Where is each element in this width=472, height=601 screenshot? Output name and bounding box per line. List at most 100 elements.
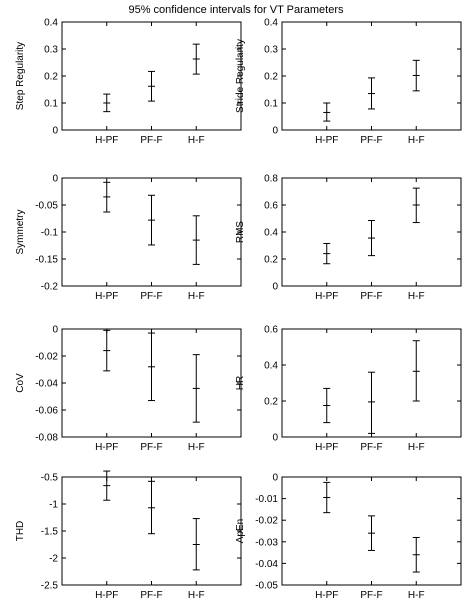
error-bar <box>323 242 331 265</box>
y-tick-label: -1.5 <box>41 527 59 538</box>
y-tick-label: 0 <box>52 325 58 336</box>
y-tick-label: -0.2 <box>41 282 59 293</box>
x-tick-label: PF-F <box>360 442 382 453</box>
subplot-8: -0.05 -0.04 -0.03 -0.02 -0.01 0 H-PF PF-F H-F ApE… <box>235 473 462 601</box>
y-tick-label: -0.06 <box>35 406 58 417</box>
plot-frame <box>281 21 462 131</box>
y-tick-label: -1 <box>49 500 58 511</box>
y-axis-label: THD <box>15 521 26 542</box>
error-bar <box>368 371 375 434</box>
x-tick-label: PF-F <box>140 291 162 302</box>
y-tick-label: 0.2 <box>264 397 278 408</box>
y-tick-label: 0 <box>272 282 278 293</box>
error-bar <box>103 329 111 372</box>
y-tick-label: 0.8 <box>264 174 278 185</box>
error-bar <box>192 518 200 571</box>
y-tick-label: 0.3 <box>264 45 278 56</box>
error-bar <box>368 515 375 551</box>
y-axis-label: CoV <box>15 373 26 393</box>
y-tick-label: 0.2 <box>264 72 278 83</box>
x-tick-label: H-F <box>188 135 205 146</box>
y-tick-label: 0.4 <box>44 18 58 29</box>
x-tick-label: H-PF <box>95 590 118 601</box>
y-axis-label: RMS <box>235 221 246 244</box>
y-tick-label: 0.4 <box>264 18 278 29</box>
y-tick-label: 0.2 <box>44 72 58 83</box>
y-axis-label: Stride Regularity <box>235 39 246 113</box>
x-tick-label: H-PF <box>95 135 118 146</box>
y-tick-label: 0.1 <box>264 99 278 110</box>
y-tick-label: -0.01 <box>255 494 278 505</box>
y-tick-label: -0.02 <box>35 352 58 363</box>
y-tick-label: 0 <box>272 126 278 137</box>
error-bar <box>192 354 200 423</box>
y-tick-label: 0 <box>272 433 278 444</box>
y-tick-label: -0.05 <box>35 201 58 212</box>
x-tick-label: H-F <box>408 590 425 601</box>
y-tick-label: 0.1 <box>44 99 58 110</box>
error-bar <box>412 536 420 573</box>
x-tick-label: H-PF <box>315 291 338 302</box>
y-tick-label: 0.6 <box>264 201 278 212</box>
y-tick-label: 0.6 <box>264 325 278 336</box>
x-tick-label: H-F <box>408 291 425 302</box>
y-tick-label: -0.03 <box>255 537 278 548</box>
error-bar <box>412 59 420 92</box>
x-tick-label: PF-F <box>140 135 162 146</box>
y-tick-label: 0 <box>52 126 58 137</box>
subplot-1: 0 0.1 0.2 0.3 0.4 H-PF PF-F H-F Step Regularity <box>15 18 242 146</box>
y-tick-label: -0.04 <box>255 559 278 570</box>
subplot-6: 0 0.2 0.4 0.6 H-PF PF-F H-F HR <box>235 325 462 453</box>
y-tick-label: 0.2 <box>264 255 278 266</box>
x-tick-label: PF-F <box>140 442 162 453</box>
x-tick-label: H-F <box>188 590 205 601</box>
figure-title: 95% confidence intervals for VT Paramete… <box>128 4 344 16</box>
y-tick-label: -0.1 <box>41 228 59 239</box>
x-tick-label: H-PF <box>315 590 338 601</box>
error-bar <box>412 187 420 224</box>
error-bar <box>192 43 200 75</box>
error-bar <box>148 70 155 102</box>
y-tick-label: 0.3 <box>44 45 58 56</box>
y-tick-label: -0.02 <box>255 516 278 527</box>
y-tick-label: -0.08 <box>35 433 58 444</box>
error-bar <box>148 480 155 535</box>
y-tick-label: 0 <box>272 473 278 484</box>
y-tick-label: -2 <box>49 554 58 565</box>
x-tick-label: PF-F <box>360 291 382 302</box>
y-tick-label: -2.5 <box>41 581 59 592</box>
y-tick-label: -0.05 <box>255 581 278 592</box>
error-bar <box>103 470 111 501</box>
x-tick-label: H-F <box>408 442 425 453</box>
y-axis-label: HR <box>235 376 246 390</box>
x-tick-label: PF-F <box>360 135 382 146</box>
subplot-2: 0 0.1 0.2 0.3 0.4 H-PF PF-F H-F Stride Regularit… <box>235 18 462 146</box>
x-tick-label: H-PF <box>315 442 338 453</box>
subplot-3: -0.2 -0.15 -0.1 -0.05 0 H-PF PF-F H-F Symmetry <box>15 174 242 302</box>
error-bar <box>103 181 111 213</box>
subplot-5: -0.08 -0.06 -0.04 -0.02 0 H-PF PF-F H-F CoV <box>15 325 242 453</box>
error-bar <box>323 387 331 424</box>
subplot-4: 0 0.2 0.4 0.6 0.8 H-PF PF-F H-F RMS <box>235 174 462 302</box>
y-axis-label: Symmetry <box>15 210 26 255</box>
x-tick-label: H-PF <box>95 291 118 302</box>
x-tick-label: H-F <box>408 135 425 146</box>
x-tick-label: H-PF <box>95 442 118 453</box>
error-bar <box>103 93 111 113</box>
y-tick-label: 0 <box>52 174 58 185</box>
y-tick-label: -0.15 <box>35 255 58 266</box>
error-bar <box>368 77 375 110</box>
x-tick-label: PF-F <box>360 590 382 601</box>
y-tick-label: 0.4 <box>264 361 278 372</box>
y-tick-label: 0.4 <box>264 228 278 239</box>
x-tick-label: PF-F <box>140 590 162 601</box>
error-bar <box>148 332 155 402</box>
subplot-7: -2.5 -2 -1.5 -1 -0.5 H-PF PF-F H-F THD <box>15 470 242 601</box>
y-axis-label: ApEn <box>235 519 246 543</box>
error-bar <box>192 215 200 265</box>
y-tick-label: -0.5 <box>41 473 59 484</box>
error-bar <box>412 340 420 402</box>
error-bar <box>323 102 331 122</box>
y-axis-label: Step Regularity <box>15 42 26 110</box>
